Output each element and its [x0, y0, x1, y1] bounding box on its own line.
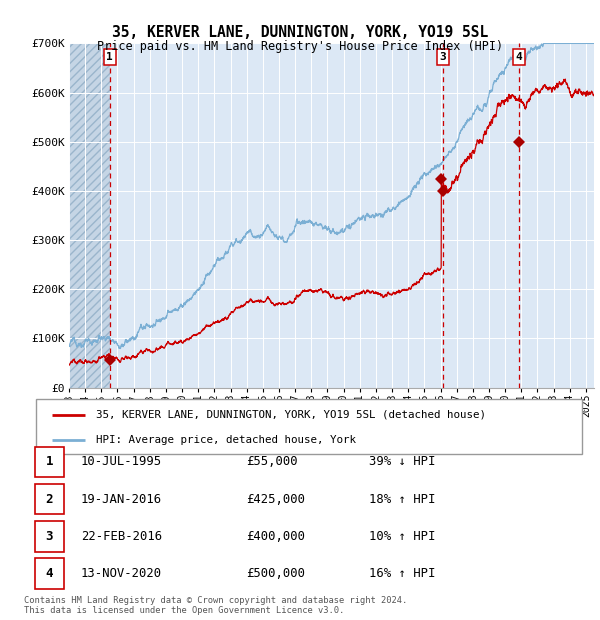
- Text: 10% ↑ HPI: 10% ↑ HPI: [369, 530, 436, 542]
- FancyBboxPatch shape: [35, 446, 64, 477]
- Text: 39% ↓ HPI: 39% ↓ HPI: [369, 456, 436, 468]
- Text: 4: 4: [46, 567, 53, 580]
- Text: 18% ↑ HPI: 18% ↑ HPI: [369, 493, 436, 505]
- Text: £425,000: £425,000: [246, 493, 305, 505]
- Text: 35, KERVER LANE, DUNNINGTON, YORK, YO19 5SL: 35, KERVER LANE, DUNNINGTON, YORK, YO19 …: [112, 25, 488, 40]
- Text: 13-NOV-2020: 13-NOV-2020: [81, 567, 162, 580]
- Text: £500,000: £500,000: [246, 567, 305, 580]
- Text: 1: 1: [46, 456, 53, 468]
- Text: 3: 3: [439, 52, 446, 62]
- Text: Price paid vs. HM Land Registry's House Price Index (HPI): Price paid vs. HM Land Registry's House …: [97, 40, 503, 53]
- Text: 3: 3: [46, 530, 53, 542]
- FancyBboxPatch shape: [36, 399, 582, 454]
- Text: HPI: Average price, detached house, York: HPI: Average price, detached house, York: [96, 435, 356, 445]
- FancyBboxPatch shape: [35, 521, 64, 552]
- Text: 4: 4: [516, 52, 523, 62]
- Text: 1: 1: [106, 52, 113, 62]
- Text: 19-JAN-2016: 19-JAN-2016: [81, 493, 162, 505]
- Text: 16% ↑ HPI: 16% ↑ HPI: [369, 567, 436, 580]
- Text: 35, KERVER LANE, DUNNINGTON, YORK, YO19 5SL (detached house): 35, KERVER LANE, DUNNINGTON, YORK, YO19 …: [96, 410, 486, 420]
- Text: 22-FEB-2016: 22-FEB-2016: [81, 530, 162, 542]
- Text: 2: 2: [46, 493, 53, 505]
- Text: £55,000: £55,000: [246, 456, 298, 468]
- Text: £400,000: £400,000: [246, 530, 305, 542]
- Bar: [69, 43, 110, 388]
- Text: Contains HM Land Registry data © Crown copyright and database right 2024.
This d: Contains HM Land Registry data © Crown c…: [24, 596, 407, 615]
- FancyBboxPatch shape: [35, 484, 64, 515]
- FancyBboxPatch shape: [35, 558, 64, 589]
- Text: 10-JUL-1995: 10-JUL-1995: [81, 456, 162, 468]
